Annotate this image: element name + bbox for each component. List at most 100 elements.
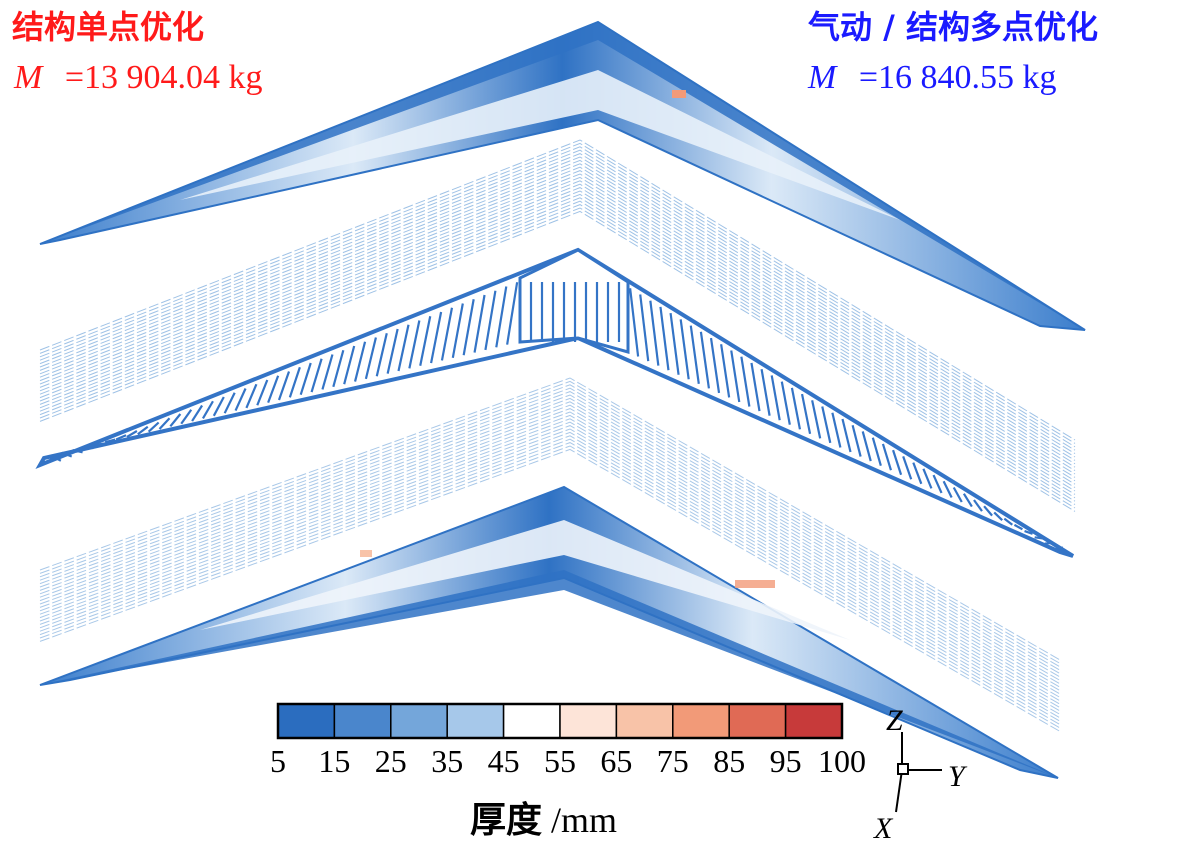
rib-line — [790, 387, 802, 430]
rib-line — [495, 286, 508, 348]
colorbar-tick-label: 95 — [770, 743, 802, 779]
rib-line — [1034, 536, 1043, 540]
rib-line — [72, 449, 83, 454]
stringer-line — [39, 411, 1061, 695]
axis-x-label: X — [873, 812, 894, 845]
rib-line — [1054, 546, 1064, 551]
colorbar-tick-label: 85 — [713, 743, 745, 779]
colorbar-segment — [333, 703, 392, 739]
rib-line — [245, 383, 258, 409]
colorbar-unit: /mm — [551, 800, 617, 840]
rib-line — [375, 333, 388, 377]
rib-line — [639, 294, 650, 362]
colorbar-segment — [390, 703, 448, 739]
colorbar-segment — [672, 703, 730, 739]
stringer-line — [39, 387, 1061, 671]
rib-line — [973, 499, 983, 512]
rib-line — [649, 300, 660, 366]
stringer-line — [39, 142, 1076, 444]
stringer-line — [39, 414, 1061, 698]
rib-line — [115, 434, 127, 441]
rib-line — [353, 341, 367, 382]
colorbar-ticks: 5 15 25 35 45 55 65 75 85 95 100 — [270, 743, 866, 779]
stringer-line — [39, 448, 1061, 732]
stringer-line — [39, 176, 1076, 478]
upper-stringers — [39, 139, 1076, 512]
rib-line — [699, 331, 710, 389]
rib-line — [983, 505, 993, 517]
colorbar-tick-label: 15 — [318, 743, 350, 779]
stringer-line — [39, 159, 1076, 461]
rib-line — [180, 409, 193, 425]
stringer-line — [39, 146, 1076, 448]
rib-line — [1024, 530, 1033, 535]
stringer-line — [39, 418, 1061, 702]
rib-line — [892, 449, 903, 476]
rib-line — [158, 417, 171, 430]
rib-line — [267, 375, 280, 404]
rib-line — [709, 337, 721, 394]
rib-line — [451, 303, 464, 359]
rib-line — [1044, 541, 1053, 545]
rib-line — [462, 299, 475, 356]
right-title: 气动 / 结构多点优化 — [808, 8, 1098, 46]
colorbar-tick-label: 45 — [488, 743, 520, 779]
rib-line — [821, 406, 832, 444]
rib-line — [902, 456, 913, 480]
upper-skin-panel-light — [180, 70, 900, 220]
colorbar-segment — [446, 703, 505, 739]
rib-line — [212, 396, 225, 417]
rib-line — [430, 311, 443, 364]
rib-line — [506, 282, 519, 345]
lower-skin-hotspot-2 — [735, 580, 775, 588]
colorbar-title: 厚度 /mm — [470, 800, 617, 841]
stringer-line — [39, 442, 1061, 726]
rib-structure — [35, 247, 1075, 558]
left-mass-symbol: M — [13, 59, 44, 96]
stringer-line — [39, 200, 1076, 502]
upper-skin-hotspot — [672, 90, 686, 98]
stringer-line — [39, 187, 1076, 489]
rib-line — [629, 288, 640, 357]
stringer-line — [39, 408, 1061, 692]
colorbar-tick-label: 65 — [600, 743, 632, 779]
stringer-line — [39, 149, 1076, 451]
colorbar-tick-label: 55 — [544, 743, 576, 779]
stringer-line — [39, 397, 1061, 681]
rib-line — [922, 468, 933, 489]
colorbar-border — [276, 702, 844, 740]
rib-line — [861, 431, 872, 462]
rib-line — [740, 356, 751, 407]
lower-skin — [39, 485, 1059, 779]
rib-line — [234, 388, 247, 411]
rib-line — [191, 404, 204, 422]
rib-line — [147, 421, 160, 433]
right-mass: M =16 840.55 kg — [807, 59, 1057, 96]
stringer-line — [39, 404, 1061, 688]
rib-line — [942, 480, 953, 498]
stringer-line — [39, 190, 1076, 492]
stringer-line — [39, 394, 1061, 678]
colorbar-segment — [784, 703, 843, 739]
rib-line — [851, 424, 862, 457]
rib-line — [881, 443, 893, 471]
colorbar-tick-label: 75 — [657, 743, 689, 779]
rib-line — [750, 362, 761, 412]
rib-line — [720, 344, 731, 398]
rib-line — [1013, 523, 1023, 531]
colorbar-tick-label: 100 — [818, 743, 866, 779]
stringer-line — [39, 435, 1061, 719]
rib-line — [386, 328, 399, 374]
rib-line — [408, 320, 421, 369]
colorbar-segment — [277, 703, 336, 739]
axis-origin — [897, 763, 909, 775]
rib-line — [202, 400, 214, 420]
rib-line — [223, 392, 236, 414]
stringer-line — [39, 431, 1061, 715]
colorbar-title-text: 厚度 — [470, 800, 542, 841]
rib-line — [310, 358, 323, 393]
rib-lines — [50, 282, 1064, 551]
lower-stringers — [39, 377, 1061, 732]
rib-line — [831, 412, 842, 448]
